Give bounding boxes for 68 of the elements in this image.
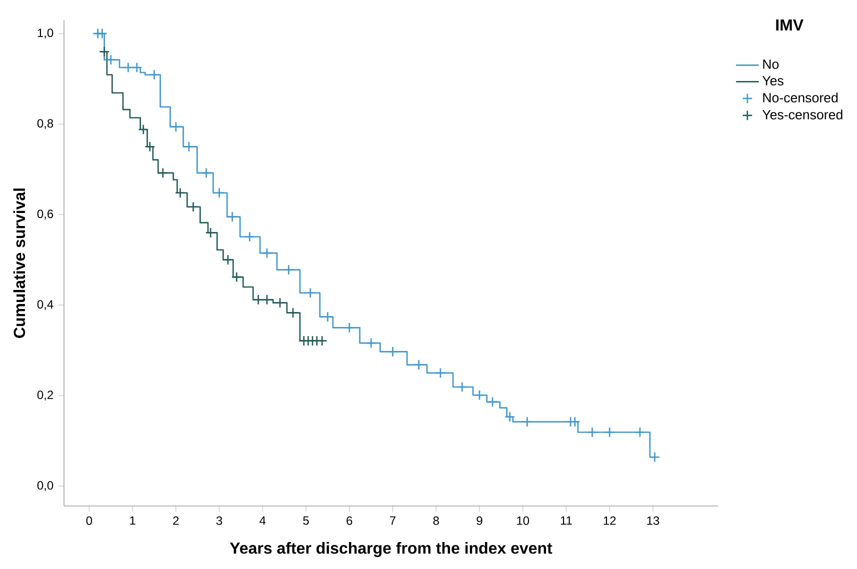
x-tick-label: 5 bbox=[303, 516, 309, 525]
y-tick-label: 0,2 bbox=[37, 390, 53, 401]
y-tick-label: 0,0 bbox=[37, 481, 54, 492]
point bbox=[144, 141, 156, 152]
point bbox=[138, 124, 149, 135]
point bbox=[244, 231, 255, 242]
x-tick-label: 11 bbox=[560, 516, 572, 525]
x-tick-label: 2 bbox=[173, 516, 179, 525]
point bbox=[274, 297, 286, 308]
point bbox=[106, 54, 116, 66]
point bbox=[158, 168, 168, 178]
point bbox=[222, 254, 234, 266]
x-tick-label: 9 bbox=[476, 516, 482, 525]
legend-label: Yes-censored bbox=[762, 110, 842, 120]
point bbox=[366, 338, 376, 348]
point bbox=[387, 346, 398, 358]
x-tick-label: 10 bbox=[517, 516, 530, 525]
point bbox=[649, 452, 660, 462]
point bbox=[305, 288, 316, 298]
x-tick-label: 4 bbox=[260, 516, 266, 525]
legend-label: No-censored bbox=[763, 92, 838, 102]
point bbox=[586, 426, 598, 438]
point bbox=[456, 382, 468, 392]
x-tick-label: 12 bbox=[604, 516, 616, 525]
point bbox=[170, 121, 182, 132]
point bbox=[262, 294, 272, 305]
legend-label: Yes bbox=[762, 76, 784, 86]
x-tick-label: 1 bbox=[130, 516, 136, 525]
point bbox=[205, 227, 216, 238]
point bbox=[122, 62, 134, 73]
point bbox=[288, 307, 298, 318]
x-tick-label: 0 bbox=[86, 516, 92, 525]
x-tick-label: 6 bbox=[346, 516, 352, 525]
y-tick-label: 0,4 bbox=[37, 300, 54, 310]
point bbox=[474, 390, 485, 400]
y-axis-title: Cumulative survival bbox=[13, 188, 26, 338]
y-tick-label: 1,0 bbox=[38, 28, 54, 39]
legend-label: No bbox=[763, 60, 779, 69]
point bbox=[148, 69, 160, 80]
legend-title: IMV bbox=[776, 20, 804, 31]
point bbox=[344, 322, 355, 334]
point bbox=[522, 416, 533, 428]
point bbox=[214, 188, 225, 198]
point bbox=[226, 212, 238, 222]
x-tick-label: 13 bbox=[647, 516, 660, 525]
point bbox=[252, 294, 264, 305]
point bbox=[413, 359, 424, 370]
point bbox=[132, 62, 142, 73]
point bbox=[200, 168, 212, 178]
x-tick-label: 7 bbox=[390, 516, 396, 525]
point bbox=[283, 264, 294, 276]
x-tick-label: 3 bbox=[216, 516, 222, 525]
point bbox=[316, 335, 328, 346]
point bbox=[487, 396, 498, 408]
point bbox=[184, 141, 194, 152]
x-tick-label: 8 bbox=[433, 516, 439, 525]
y-tick-label: 0,6 bbox=[37, 210, 54, 220]
point bbox=[262, 248, 272, 258]
x-axis-title: Years after discharge from the index event bbox=[230, 542, 552, 558]
point bbox=[634, 426, 646, 438]
point bbox=[188, 202, 199, 212]
point bbox=[322, 312, 334, 322]
point bbox=[231, 272, 242, 282]
y-tick-label: 0,8 bbox=[37, 119, 54, 130]
point bbox=[604, 426, 615, 438]
point bbox=[435, 368, 446, 378]
point bbox=[504, 412, 516, 422]
point bbox=[174, 188, 186, 198]
